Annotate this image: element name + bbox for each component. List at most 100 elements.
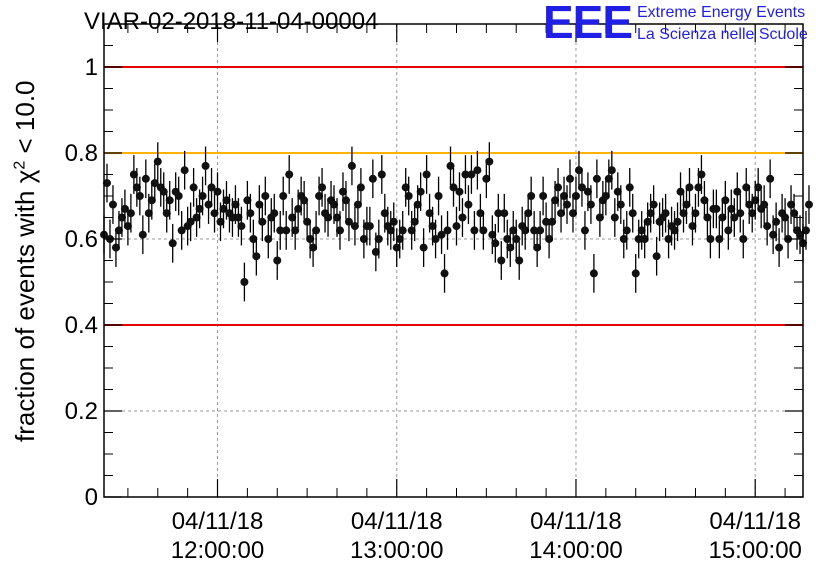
data-point (300, 196, 309, 205)
x-tick-label-date: 04/11/18 (709, 508, 801, 535)
data-point (198, 192, 207, 200)
data-point (195, 204, 204, 213)
data-point (577, 183, 586, 192)
data-point (691, 209, 700, 218)
data-point (733, 187, 742, 196)
data-point (604, 174, 613, 183)
data-point (796, 230, 805, 239)
data-point (219, 204, 228, 213)
data-point (506, 243, 515, 252)
data-point (207, 183, 216, 192)
data-point (416, 187, 425, 196)
data-point (446, 161, 455, 170)
data-point (380, 209, 389, 218)
data-point (425, 209, 434, 218)
data-point (610, 213, 619, 222)
data-point (222, 196, 231, 205)
data-point (557, 209, 566, 218)
data-point (574, 166, 583, 175)
data-point (661, 209, 670, 218)
data-point (646, 209, 655, 218)
data-point (174, 192, 183, 200)
data-point (389, 217, 398, 226)
data-point (631, 269, 640, 278)
data-point (628, 209, 637, 218)
data-point (643, 217, 652, 226)
data-point (252, 252, 261, 261)
logo-line-2: La Scienza nelle Scuole (637, 26, 808, 43)
y-tick-label: 0.2 (65, 398, 98, 425)
data-point (589, 269, 598, 278)
tick-labels: 00.20.40.60.8104/11/1812:00:0004/11/1813… (65, 54, 802, 564)
grid (104, 24, 803, 497)
data-point (580, 226, 589, 235)
data-point (551, 196, 560, 205)
data-point (204, 200, 213, 209)
data-point (261, 192, 270, 200)
eee-logo-mark: EEE (543, 0, 633, 48)
data-point (114, 226, 123, 235)
x-tick-label-date: 04/11/18 (172, 508, 264, 535)
data-point (129, 170, 138, 179)
data-point (619, 235, 628, 243)
y-tick-label: 0 (85, 484, 98, 511)
data-point (536, 226, 545, 235)
data-point (560, 192, 569, 200)
data-point (527, 192, 536, 200)
data-point (279, 192, 288, 200)
data-point (548, 217, 557, 226)
data-point (324, 213, 333, 222)
data-point (542, 217, 551, 226)
data-point (766, 174, 775, 183)
data-point (712, 204, 721, 213)
data-point (676, 187, 685, 196)
y-axis-label-sup: 2 (11, 160, 29, 170)
data-point (365, 222, 374, 231)
y-axis-label-chi: χ (10, 169, 40, 183)
data-point (715, 235, 724, 243)
data-point (422, 170, 431, 179)
data-point (350, 222, 359, 231)
data-point (760, 200, 769, 209)
data-point (697, 170, 706, 179)
data-point (772, 217, 781, 226)
data-point (246, 209, 255, 218)
data-point (801, 226, 810, 235)
data-point (431, 235, 440, 243)
data-point (341, 196, 350, 205)
data-point (652, 252, 661, 261)
data-point (434, 192, 443, 200)
data-point (398, 226, 407, 235)
data-point (739, 235, 748, 243)
data-point (727, 204, 736, 213)
data-point (763, 222, 772, 231)
data-point (153, 157, 162, 166)
data-point (745, 200, 754, 209)
data-point (270, 209, 279, 218)
x-tick-label-time: 14:00:00 (529, 537, 622, 564)
data-point (649, 200, 658, 209)
data-point (120, 204, 129, 213)
data-point (781, 213, 790, 222)
data-point (473, 166, 482, 175)
data-point (682, 200, 691, 209)
data-point (330, 200, 339, 209)
data-point (213, 187, 222, 196)
data-point (449, 183, 458, 192)
eee-logo: EEE Extreme Energy Events La Scienza nel… (543, 0, 833, 48)
data-point (303, 217, 312, 226)
data-point (216, 217, 225, 226)
data-point (243, 196, 252, 205)
data-point (353, 200, 362, 209)
data-point (294, 204, 303, 213)
data-point (742, 183, 751, 192)
x-tick-label-date: 04/11/18 (351, 508, 443, 535)
y-tick-label: 0.8 (65, 140, 98, 167)
data-point (312, 226, 321, 235)
data-point (237, 222, 246, 231)
data-point (413, 200, 422, 209)
data-point (117, 213, 126, 222)
logo-line-1: Extreme Energy Events (637, 4, 806, 21)
data-point (509, 226, 518, 235)
